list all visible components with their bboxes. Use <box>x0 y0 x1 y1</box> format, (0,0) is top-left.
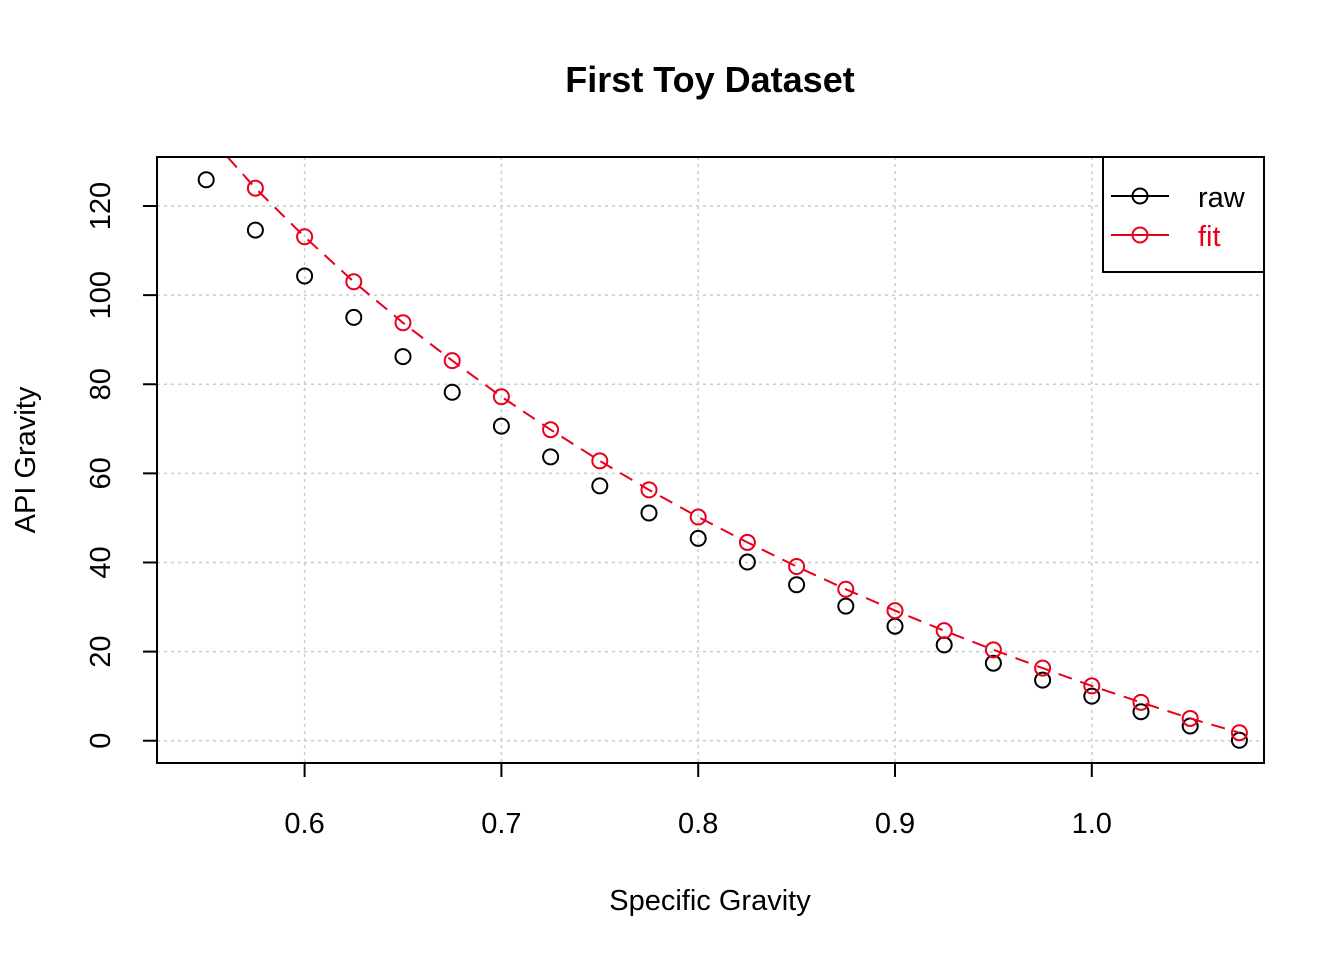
x-tick-label: 0.7 <box>481 808 521 840</box>
legend-box <box>1102 156 1265 273</box>
point-raw <box>1132 703 1150 721</box>
point-raw <box>1034 671 1052 689</box>
series-line-fit <box>226 156 1240 734</box>
legend-marker-raw <box>1131 187 1149 205</box>
point-raw <box>1083 687 1101 705</box>
point-raw <box>689 529 707 547</box>
y-tick-label: 120 <box>85 182 117 230</box>
point-raw <box>542 448 560 466</box>
point-raw <box>738 553 756 571</box>
y-axis-label: API Gravity <box>10 386 42 533</box>
point-fit <box>738 533 756 551</box>
point-fit <box>1132 693 1150 711</box>
y-tick-label: 100 <box>85 271 117 319</box>
plot-frame <box>156 156 1265 764</box>
point-raw <box>788 576 806 594</box>
point-fit <box>837 580 855 598</box>
point-raw <box>345 308 363 326</box>
point-fit <box>689 508 707 526</box>
point-fit <box>1181 709 1199 727</box>
y-tick-label: 60 <box>85 457 117 489</box>
point-fit <box>296 228 314 246</box>
point-fit <box>492 388 510 406</box>
point-fit <box>591 452 609 470</box>
x-axis-label: Specific Gravity <box>609 885 811 917</box>
series-layer <box>197 156 1248 749</box>
y-tick-label: 0 <box>85 733 117 749</box>
point-raw <box>837 597 855 615</box>
y-axis: 0 20 40 60 80 100 120 <box>85 182 158 749</box>
y-tick-label: 80 <box>85 368 117 400</box>
point-fit <box>1083 677 1101 695</box>
chart-title: First Toy Dataset <box>565 59 854 100</box>
point-fit <box>394 314 412 332</box>
point-raw <box>984 654 1002 672</box>
series-raw <box>197 171 1248 749</box>
point-fit <box>886 602 904 620</box>
point-raw <box>246 221 264 239</box>
legend-label-raw: raw <box>1198 182 1246 214</box>
point-fit <box>1034 659 1052 677</box>
point-fit <box>1230 724 1248 742</box>
point-raw <box>296 267 314 285</box>
grid <box>157 157 1264 763</box>
point-fit <box>640 481 658 499</box>
legend: raw fit <box>1102 156 1265 273</box>
x-tick-label: 1.0 <box>1072 808 1112 840</box>
point-fit <box>984 641 1002 659</box>
point-raw <box>591 477 609 495</box>
point-raw <box>1230 731 1248 749</box>
point-raw <box>640 504 658 522</box>
point-raw <box>394 348 412 366</box>
point-fit <box>788 557 806 575</box>
point-fit <box>542 421 560 439</box>
y-tick-label: 20 <box>85 635 117 667</box>
point-fit <box>935 622 953 640</box>
point-raw <box>935 636 953 654</box>
series-fit <box>226 156 1248 742</box>
point-raw <box>492 417 510 435</box>
point-raw <box>443 383 461 401</box>
point-fit <box>345 273 363 291</box>
legend-label-fit: fit <box>1198 221 1221 253</box>
legend-marker-fit <box>1131 226 1149 244</box>
point-raw <box>197 171 215 189</box>
x-tick-label: 0.6 <box>284 808 324 840</box>
x-tick-label: 0.9 <box>875 808 915 840</box>
point-fit <box>443 352 461 370</box>
y-tick-label: 40 <box>85 546 117 578</box>
x-tick-label: 0.8 <box>678 808 718 840</box>
x-axis: 0.6 0.7 0.8 0.9 1.0 <box>284 762 1112 840</box>
point-fit <box>246 179 264 197</box>
